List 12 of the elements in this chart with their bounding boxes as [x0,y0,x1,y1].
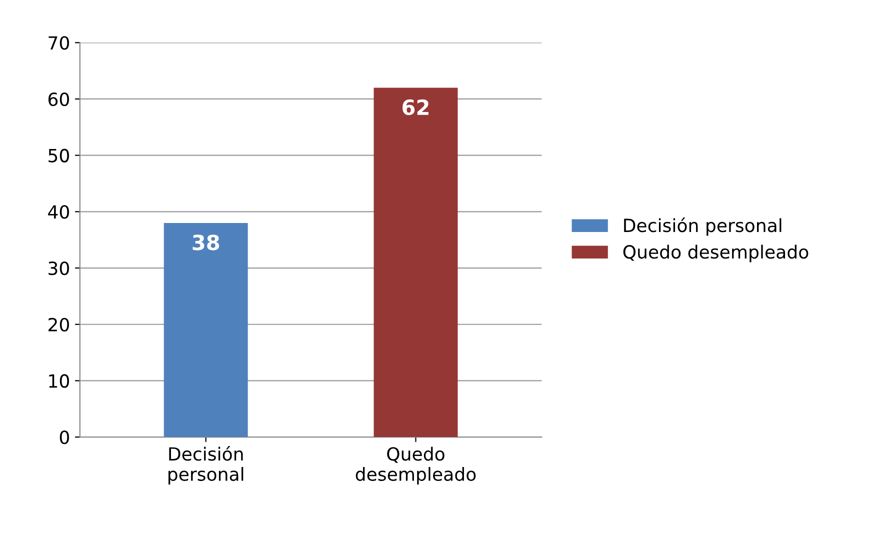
y-tick-label: 30 [48,261,69,276]
y-tick-label: 60 [48,92,69,106]
y-tick-label: 40 [48,205,69,219]
y-tick-label: 20 [48,318,69,332]
y-tick-label: 0 [60,430,69,444]
legend-label: Decisión personal [624,218,782,236]
y-tick-label: 70 [48,36,69,50]
legend-label: Quedo desempleado [623,244,808,262]
data-label: 62 [402,99,428,116]
y-tick-label: 50 [48,148,69,162]
y-tick-label: 10 [49,374,69,388]
data-label: 38 [192,234,220,250]
